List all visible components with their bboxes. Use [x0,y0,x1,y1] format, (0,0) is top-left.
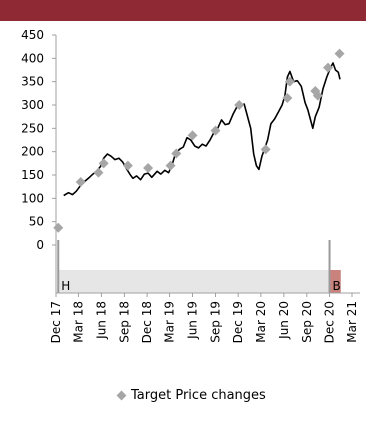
x-tick-label: Sep 19 [208,301,222,343]
x-tick-label: Dec 17 [49,301,63,343]
target-price-marker [98,158,109,169]
target-price-marker [334,48,345,59]
y-tick-label: 350 [21,75,44,89]
target-price-marker [323,62,334,73]
price-line [63,62,341,197]
rating-band-segment [58,270,330,293]
y-tick-label: 200 [21,145,44,159]
x-tick-label: Mar 21 [345,301,359,343]
target-price-marker [282,93,293,103]
y-tick-label: 400 [21,51,44,65]
y-tick-label: 300 [21,98,44,112]
x-tick-label: Dec 20 [323,301,337,343]
x-tick-label: Sep 18 [117,301,131,343]
rating-band-label: H [61,279,70,293]
target-price-marker [312,90,323,101]
x-tick-label: Dec 19 [231,301,245,343]
target-price-marker [234,100,245,110]
chart-legend: Target Price changes [116,388,266,403]
x-tick-label: Mar 18 [71,301,85,343]
rating-band-label: B [333,279,341,293]
target-price-marker [165,160,176,171]
target-price-marker [93,167,104,178]
x-tick-label: Mar 20 [254,301,268,343]
target-price-marker [284,76,295,87]
diamond-icon [116,390,127,401]
y-tick-label: 0 [36,238,44,252]
x-tick-label: Jun 20 [277,301,291,340]
target-price-marker [143,163,154,173]
x-tick-label: Mar 19 [163,301,177,343]
target-price-marker [171,148,182,159]
target-price-marker [187,130,198,141]
y-tick-label: 100 [21,191,44,205]
header-bar [0,0,366,21]
legend-label: Target Price changes [131,388,266,403]
target-price-marker [53,222,64,233]
chart-series [53,48,345,233]
rating-band-segment [329,270,341,293]
x-tick-label: Sep 20 [300,301,314,343]
x-tick-label: Jun 19 [186,301,200,340]
target-price-marker [75,177,86,187]
target-price-marker [122,160,133,171]
chart-axes: 0 50 100 150 200 250 300 350 400 450 Dec 17 Mar 18 J… [21,28,360,343]
y-tick-label: 150 [21,168,44,182]
y-tick-label: 50 [29,215,44,229]
y-tick-label: 450 [21,28,44,42]
y-tick-label: 250 [21,121,44,135]
target-price-marker [260,144,271,155]
x-tick-label: Dec 18 [140,301,154,343]
x-tick-label: Jun 18 [94,301,108,340]
